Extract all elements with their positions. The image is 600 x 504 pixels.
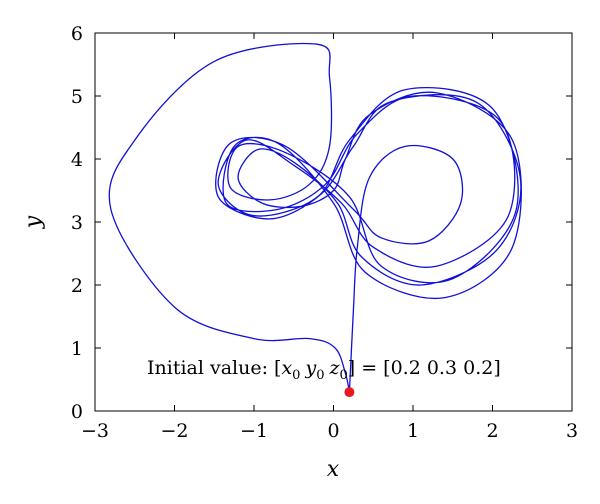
trajectory-line: [108, 42, 522, 393]
plot-area: [94, 32, 573, 412]
marker-layer: [344, 387, 355, 398]
x-tick-label: −2: [160, 420, 188, 442]
y-tick-label: 1: [71, 338, 83, 360]
y-tick-label: 6: [71, 23, 83, 45]
annotation-z-symbol: z: [328, 357, 340, 379]
y-tick-label: 2: [71, 275, 83, 297]
x-tick-label: −3: [81, 420, 109, 442]
annotation-suffix: ] = [0.2 0.3 0.2]: [348, 357, 501, 379]
x-tick-labels: −3 −2 −1 0 1 2 3: [81, 420, 578, 442]
initial-value-annotation: Initial value: [x0 y0 z0] = [0.2 0.3 0.2]: [147, 357, 501, 383]
tick-marks: [94, 32, 573, 412]
y-tick-label: 3: [71, 212, 83, 234]
annotation-prefix: Initial value: [: [147, 357, 281, 379]
x-tick-label: −1: [240, 420, 268, 442]
annotation-z-subscript: 0: [339, 368, 347, 383]
x-axis-label: x: [327, 457, 340, 482]
annotation-x-subscript: 0: [292, 368, 300, 383]
y-tick-labels: 0 1 2 3 4 5 6: [71, 23, 83, 423]
x-tick-label: 0: [327, 420, 339, 442]
series-layer: [108, 42, 522, 393]
y-axis-label: y: [21, 215, 46, 229]
annotation-x-symbol: x: [281, 357, 292, 379]
x-tick-label: 1: [407, 420, 419, 442]
annotation-y-symbol: y: [304, 357, 316, 379]
y-tick-label: 4: [71, 149, 83, 171]
x-tick-label: 3: [566, 420, 578, 442]
y-tick-label: 5: [71, 86, 83, 108]
annotation-y-subscript: 0: [316, 368, 324, 383]
x-tick-label: 2: [486, 420, 498, 442]
initial-point-marker: [344, 387, 355, 398]
y-tick-label: 0: [71, 401, 83, 423]
